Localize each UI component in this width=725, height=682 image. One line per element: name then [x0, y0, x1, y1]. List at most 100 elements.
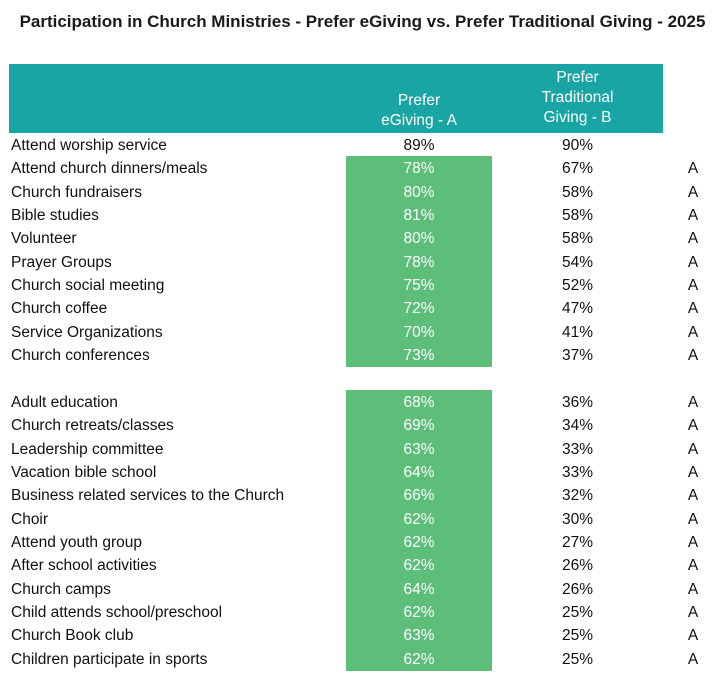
value-egiving: 72% — [403, 300, 435, 318]
value-traditional: 58% — [561, 183, 594, 201]
significance-marker: A — [687, 417, 699, 435]
value-egiving: 62% — [403, 650, 435, 668]
table-row: Volunteer 80% 58% A — [0, 227, 725, 250]
significance-marker: A — [687, 277, 699, 295]
value-egiving: 63% — [403, 440, 435, 458]
table-row: Choir 62% 30% A — [0, 508, 725, 531]
value-traditional: 25% — [561, 604, 594, 621]
value-egiving: 89% — [403, 137, 435, 154]
value-traditional: 58% — [561, 207, 594, 225]
table-row: Church coffee 72% 47% A — [0, 297, 725, 320]
column-header-a: Prefer eGiving - A — [346, 91, 492, 131]
row-label: Prayer Groups — [11, 253, 112, 271]
table-row: Child attends school/preschool 62% 25% A — [0, 601, 725, 624]
table-row: Service Organizations 70% 41% A — [0, 321, 725, 344]
value-egiving: 73% — [403, 347, 435, 365]
table-row: Attend worship service 89% 90% — [0, 134, 725, 157]
table-row: Prayer Groups 78% 54% A — [0, 251, 725, 274]
value-traditional: 37% — [561, 347, 594, 365]
column-header-b-line: Giving - B — [543, 109, 612, 126]
value-traditional: 47% — [561, 300, 594, 318]
significance-marker: A — [687, 557, 699, 575]
table-header-band — [9, 64, 663, 133]
value-egiving: 68% — [403, 393, 435, 411]
value-egiving: 80% — [403, 230, 435, 248]
value-egiving: 70% — [403, 323, 435, 341]
row-label: Attend church dinners/meals — [11, 160, 208, 178]
column-header-a-line: Prefer — [397, 92, 441, 109]
row-label: Service Organizations — [11, 323, 163, 341]
row-label: Church retreats/classes — [11, 417, 174, 435]
significance-marker: A — [687, 323, 699, 341]
value-egiving: 81% — [403, 207, 435, 225]
value-traditional: 27% — [561, 533, 594, 551]
significance-marker: A — [687, 253, 699, 271]
value-traditional: 26% — [561, 580, 594, 598]
significance-marker: A — [687, 207, 699, 225]
value-traditional: 33% — [561, 463, 594, 481]
highlight-block — [346, 156, 492, 368]
table-row: Church retreats/classes 69% 34% A — [0, 414, 725, 437]
row-label: Leadership committee — [11, 440, 164, 458]
table-row: Adult education 68% 36% A — [0, 391, 725, 414]
row-label: Volunteer — [11, 230, 77, 248]
value-traditional: 26% — [561, 557, 594, 575]
value-egiving: 62% — [403, 533, 435, 551]
table-row: Attend youth group 62% 27% A — [0, 531, 725, 554]
value-egiving: 80% — [403, 183, 435, 201]
value-traditional: 52% — [561, 277, 594, 295]
table-row: Attend church dinners/meals 78% 67% A — [0, 157, 725, 180]
value-egiving: 66% — [403, 487, 435, 505]
table-row: Business related services to the Church 6… — [0, 484, 725, 507]
row-label: Church coffee — [11, 300, 108, 318]
row-label: Choir — [11, 510, 49, 528]
value-traditional: 25% — [561, 627, 594, 645]
chart-title: Participation in Church Ministries - Pre… — [19, 12, 706, 31]
significance-marker: A — [687, 300, 699, 318]
value-traditional: 34% — [561, 417, 594, 435]
row-label: Attend worship service — [11, 137, 167, 154]
value-egiving: 64% — [403, 463, 435, 481]
table-row: Church social meeting 75% 52% A — [0, 274, 725, 297]
significance-marker: A — [687, 160, 699, 178]
row-label: Vacation bible school — [11, 463, 157, 481]
highlight-block — [346, 389, 492, 671]
row-label: Church conferences — [11, 347, 150, 365]
value-traditional: 58% — [561, 230, 594, 248]
value-traditional: 41% — [561, 323, 594, 341]
table-row: Church conferences 73% 37% A — [0, 344, 725, 367]
value-egiving: 78% — [403, 253, 435, 271]
row-label: Child attends school/preschool — [11, 604, 223, 621]
significance-marker: A — [687, 627, 699, 645]
table-row: Vacation bible school 64% 33% A — [0, 461, 725, 484]
column-header-b: Prefer Traditional Giving - B — [500, 68, 655, 128]
significance-marker: A — [687, 487, 699, 505]
row-label: After school activities — [11, 557, 157, 575]
value-traditional: 36% — [561, 393, 594, 411]
value-egiving: 64% — [403, 580, 435, 598]
table-row: Children participate in sports 62% 25% A — [0, 648, 725, 671]
value-egiving: 63% — [403, 627, 435, 645]
value-egiving: 62% — [403, 510, 435, 528]
row-label: Church Book club — [11, 627, 134, 645]
row-label: Bible studies — [11, 207, 99, 225]
table-row: Church fundraisers 80% 58% A — [0, 181, 725, 204]
significance-marker: A — [687, 393, 699, 411]
significance-marker: A — [687, 510, 699, 528]
row-label: Children participate in sports — [11, 650, 208, 668]
significance-marker: A — [687, 440, 699, 458]
table-row: Leadership committee 63% 33% A — [0, 438, 725, 461]
table-row: After school activities 62% 26% A — [0, 554, 725, 577]
value-traditional: 30% — [561, 510, 594, 528]
value-traditional: 90% — [561, 137, 594, 154]
column-header-b-line: Prefer — [556, 69, 599, 86]
significance-marker: A — [687, 580, 699, 598]
row-label: Church social meeting — [11, 277, 165, 295]
row-label: Attend youth group — [11, 533, 142, 551]
value-traditional: 25% — [561, 650, 594, 668]
table-row: Bible studies 81% 58% A — [0, 204, 725, 227]
row-label: Business related services to the Church — [11, 487, 285, 505]
column-header-b-line: Traditional — [541, 89, 614, 106]
row-label: Church camps — [11, 580, 111, 598]
significance-marker: A — [687, 230, 699, 248]
